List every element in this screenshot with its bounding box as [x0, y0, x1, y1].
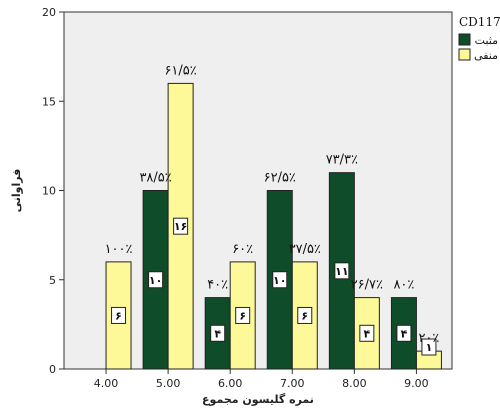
legend-swatch — [458, 33, 471, 46]
percent-label: ۷۳/۳٪ — [326, 153, 358, 168]
count-label-box — [334, 262, 350, 280]
legend: CD117 مثبت منفی — [458, 15, 500, 62]
percent-label: ۲۰٪ — [418, 331, 439, 346]
count-label: ۱۰ — [149, 274, 162, 287]
x-tick-label: 5.00 — [156, 377, 181, 390]
count-label-box — [210, 324, 226, 342]
legend-label: منفی — [474, 49, 498, 62]
y-tick-label: 0 — [49, 363, 56, 376]
x-axis-title: نمره گلیسون مجموع — [202, 393, 314, 406]
y-tick-label: 20 — [42, 6, 56, 19]
y-axis-title: فراوانی — [10, 169, 23, 213]
legend-title: CD117 — [459, 15, 500, 29]
count-label: ۴ — [363, 327, 370, 340]
count-label: ۱ — [426, 341, 433, 354]
count-label-box — [111, 306, 127, 324]
percent-label: ۳۷/۵٪ — [289, 242, 321, 257]
bar — [105, 261, 132, 370]
percent-label: ۶۰٪ — [232, 242, 253, 257]
percent-label: ۳۸/۵٪ — [139, 171, 171, 186]
percent-label: ۴۰٪ — [207, 278, 228, 293]
x-axis: 4.00 5.00 6.00 7.00 8.00 9.00 — [94, 369, 429, 390]
legend-swatch — [458, 48, 471, 61]
bars — [105, 82, 442, 370]
percent-label: ۸۰٪ — [393, 278, 414, 293]
count-label-box — [421, 338, 437, 356]
count-label-box — [297, 306, 313, 324]
x-tick-label: 4.00 — [94, 377, 119, 390]
percent-label: ۱۰۰٪ — [105, 242, 133, 257]
count-label: ۴ — [401, 327, 408, 340]
count-label-box — [235, 306, 251, 324]
y-tick-label: 15 — [42, 95, 56, 108]
count-label: ۱۶ — [174, 220, 187, 233]
x-tick-label: 8.00 — [342, 377, 367, 390]
count-label-box — [173, 217, 189, 235]
y-tick-label: 5 — [49, 274, 56, 287]
x-tick-label: 6.00 — [218, 377, 243, 390]
x-tick-label: 7.00 — [280, 377, 305, 390]
count-label: ۱۰ — [273, 274, 286, 287]
percent-label: ۶۲/۵٪ — [264, 171, 296, 186]
percent-label: ۲۶/۷٪ — [351, 278, 383, 293]
count-label: ۴ — [214, 327, 221, 340]
count-label-box — [148, 271, 164, 289]
y-tick-label: 10 — [42, 185, 56, 198]
count-label-box — [359, 324, 375, 342]
percent-label: ۶۱/۵٪ — [164, 63, 196, 78]
y-axis: 0 5 10 15 20 — [42, 6, 64, 376]
count-label: ۶ — [301, 309, 308, 322]
count-label: ۱۱ — [335, 265, 348, 278]
bar — [390, 297, 417, 370]
x-tick-label: 9.00 — [404, 377, 429, 390]
count-label: ۶ — [115, 309, 122, 322]
count-label-box — [396, 324, 412, 342]
count-label-box — [272, 271, 288, 289]
legend-label: مثبت — [475, 34, 498, 47]
count-label: ۶ — [239, 309, 246, 322]
